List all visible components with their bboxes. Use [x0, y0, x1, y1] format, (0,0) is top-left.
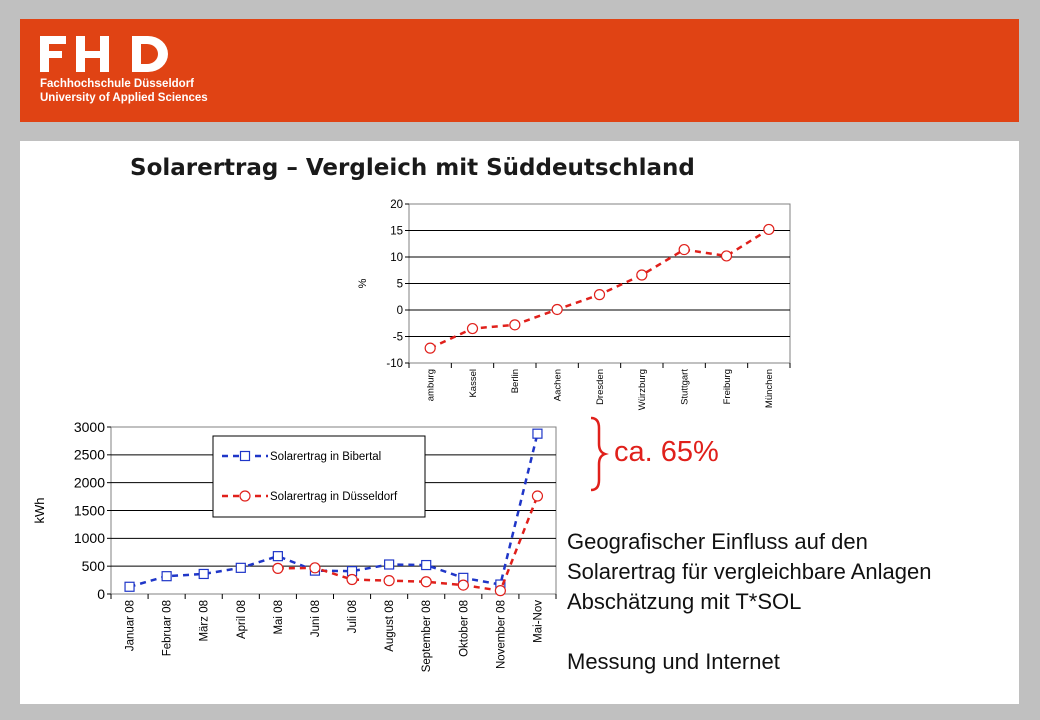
brace-icon — [590, 416, 609, 492]
description-line — [567, 617, 931, 647]
description-line: Messung und Internet — [567, 649, 780, 674]
description-line: Solarertrag für vergleichbare Anlagen — [567, 559, 932, 584]
logo-line1: Fachhochschule Düsseldorf — [40, 78, 194, 90]
description-line: Abschätzung mit T*SOL — [567, 589, 802, 614]
header-banner — [20, 19, 1019, 122]
fhd-logo-mark: Fachhochschule Düsseldorf University of … — [40, 36, 208, 104]
logo-line2: University of Applied Sciences — [40, 92, 208, 104]
description-line: Geografischer Einfluss auf den — [567, 529, 868, 554]
difference-annotation: ca. 65% — [614, 436, 719, 468]
slide-title: Solarertrag – Vergleich mit Süddeutschla… — [130, 155, 695, 181]
university-logo: Fachhochschule Düsseldorf University of … — [36, 30, 256, 115]
description-text: Geografischer Einfluss auf den Solarertr… — [567, 527, 931, 677]
